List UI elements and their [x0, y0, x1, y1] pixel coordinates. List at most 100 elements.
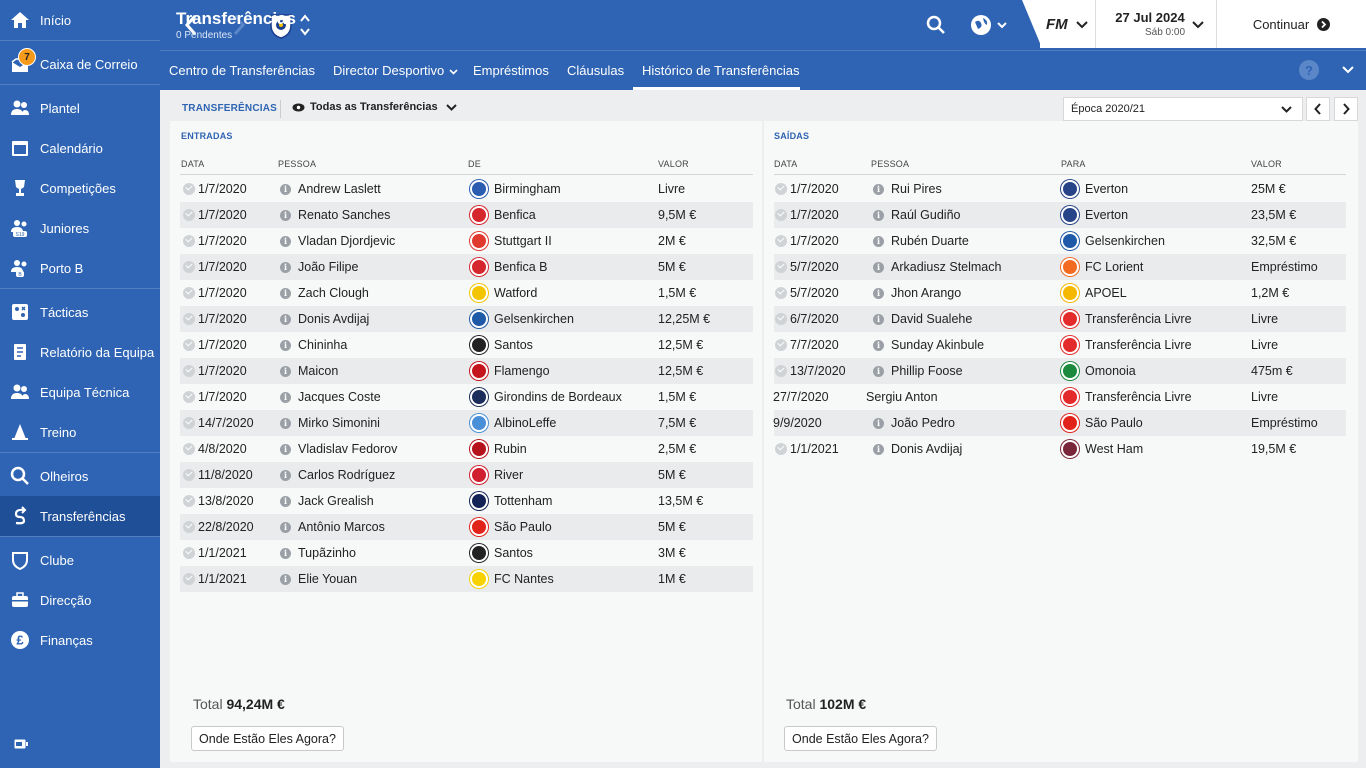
player-name[interactable]: Antônio Marcos — [298, 520, 385, 534]
sidebar-item-staff[interactable]: Equipa Técnica — [0, 372, 160, 412]
table-row[interactable]: 1/7/2020 i Maicon Flamengo 12,5M € — [180, 358, 753, 384]
info-icon[interactable]: i — [280, 287, 291, 299]
info-icon[interactable]: i — [280, 495, 291, 507]
back-arrow-icon[interactable] — [180, 13, 202, 37]
table-row[interactable]: 5/7/2020 i Jhon Arango APOEL 1,2M € — [774, 280, 1346, 306]
player-name[interactable]: Zach Clough — [298, 286, 369, 300]
tab-3[interactable]: Empréstimos — [473, 50, 549, 90]
table-row[interactable]: 1/7/2020 i Jacques Coste Girondins de Borde… — [180, 384, 753, 410]
date-chevron-icon[interactable] — [1190, 17, 1206, 33]
player-name[interactable]: Rubén Duarte — [891, 234, 969, 248]
player-name[interactable]: Jacques Coste — [298, 390, 381, 404]
table-row[interactable]: 1/7/2020 i Zach Clough Watford 1,5M € — [180, 280, 753, 306]
club-name[interactable]: AlbinoLeffe — [494, 416, 557, 430]
next-season-button[interactable] — [1334, 97, 1358, 121]
sidebar-item-finances[interactable]: £ Finanças — [0, 620, 160, 660]
column-header-date[interactable]: DATA — [181, 159, 205, 169]
club-name[interactable]: Gelsenkirchen — [494, 312, 574, 326]
player-name[interactable]: Donis Avdijaj — [891, 442, 963, 456]
table-row[interactable]: 9/9/2020 i João Pedro São Paulo Empréstimo — [773, 410, 1346, 436]
table-row[interactable]: 7/7/2020 i Sunday Akinbule Transferência Li… — [774, 332, 1346, 358]
table-row[interactable]: 1/7/2020 i Donis Avdijaj Gelsenkirchen 12,25… — [180, 306, 753, 332]
battery-icon[interactable] — [14, 736, 28, 749]
table-row[interactable]: 14/7/2020 i Mirko Simonini AlbinoLeffe 7,5M … — [180, 410, 753, 436]
column-header-value[interactable]: VALOR — [658, 159, 689, 169]
sidebar-item-tactics[interactable]: Tácticas — [0, 292, 160, 332]
subnav-menu-chevron-icon[interactable] — [1340, 62, 1356, 78]
info-icon[interactable]: i — [873, 261, 884, 273]
fm-logo[interactable]: FM — [1046, 16, 1068, 33]
info-icon[interactable]: i — [873, 209, 884, 221]
table-row[interactable]: 1/7/2020 i Andrew Laslett Birmingham Livre — [180, 176, 753, 202]
globe-menu-icon[interactable] — [968, 13, 1010, 37]
sidebar-item-club[interactable]: Clube — [0, 540, 160, 580]
table-row[interactable]: 13/8/2020 i Jack Grealish Tottenham 13,5M € — [180, 488, 753, 514]
club-name[interactable]: Everton — [1085, 182, 1129, 196]
sidebar-item-squad[interactable]: Plantel — [0, 88, 160, 128]
table-row[interactable]: 1/7/2020 i Chininha Santos 12,5M € — [180, 332, 753, 358]
player-name[interactable]: David Sualehe — [891, 312, 973, 326]
sidebar-item-youth[interactable]: S19 Juniores — [0, 208, 160, 248]
info-icon[interactable]: i — [280, 183, 291, 195]
table-row[interactable]: 13/7/2020 i Phillip Foose Omonoia 475m € — [774, 358, 1346, 384]
sidebar-item-reserve-team[interactable]: B Porto B — [0, 248, 160, 288]
player-name[interactable]: Renato Sanches — [298, 208, 391, 222]
player-name[interactable]: Elie Youan — [298, 572, 358, 586]
club-name[interactable]: São Paulo — [494, 520, 552, 534]
table-row[interactable]: 1/7/2020 i Renato Sanches Benfica 9,5M € — [180, 202, 753, 228]
club-name[interactable]: Flamengo — [494, 364, 550, 378]
player-name[interactable]: Jack Grealish — [298, 494, 374, 508]
player-name[interactable]: Arkadiusz Stelmach — [891, 260, 1002, 274]
club-name[interactable]: Birmingham — [494, 182, 561, 196]
sidebar-item-training[interactable]: Treino — [0, 412, 160, 452]
club-name[interactable]: West Ham — [1085, 442, 1144, 456]
player-name[interactable]: Sunday Akinbule — [891, 338, 985, 352]
column-header-from[interactable]: DE — [468, 159, 481, 169]
table-row[interactable]: 11/8/2020 i Carlos Rodríguez River 5M € — [180, 462, 753, 488]
continue-button[interactable]: Continuar — [1216, 0, 1366, 48]
season-select[interactable]: Época 2020/21 — [1063, 97, 1303, 121]
table-row[interactable]: 1/7/2020 i João Filipe Benfica B 5M € — [180, 254, 753, 280]
club-crest-icon[interactable] — [268, 11, 294, 39]
where-are-they-now-button[interactable]: Onde Estão Eles Agora? — [191, 726, 344, 751]
info-icon[interactable]: i — [873, 287, 884, 299]
info-icon[interactable]: i — [280, 365, 291, 377]
club-name[interactable]: Everton — [1085, 208, 1129, 222]
club-name[interactable]: APOEL — [1085, 286, 1127, 300]
table-row[interactable]: 1/7/2020 i Rubén Duarte Gelsenkirchen 32,5M … — [774, 228, 1346, 254]
info-icon[interactable]: i — [280, 443, 291, 455]
info-icon[interactable]: i — [280, 313, 291, 325]
tab-2[interactable]: Director Desportivo — [333, 50, 458, 90]
club-name[interactable]: FC Lorient — [1085, 260, 1144, 274]
player-name[interactable]: Phillip Foose — [891, 364, 963, 378]
club-name[interactable]: Rubin — [494, 442, 527, 456]
forward-arrow-icon[interactable] — [228, 13, 250, 37]
player-name[interactable]: João Pedro — [891, 416, 955, 430]
player-name[interactable]: Carlos Rodríguez — [298, 468, 396, 482]
where-are-they-now-button[interactable]: Onde Estão Eles Agora? — [784, 726, 937, 751]
sidebar-item-scouting[interactable]: Olheiros — [0, 456, 160, 496]
info-icon[interactable]: i — [873, 235, 884, 247]
sidebar-item-transfers[interactable]: Transferências — [0, 496, 160, 536]
column-header-date[interactable]: DATA — [774, 159, 798, 169]
table-row[interactable]: 1/1/2021 i Donis Avdijaj West Ham 19,5M € — [774, 436, 1346, 462]
club-name[interactable]: FC Nantes — [494, 572, 554, 586]
player-name[interactable]: João Filipe — [298, 260, 359, 274]
sidebar-item-board[interactable]: Direcção — [0, 580, 160, 620]
club-name[interactable]: Benfica B — [494, 260, 548, 274]
sidebar-item-trophy[interactable]: Competições — [0, 168, 160, 208]
player-name[interactable]: Vladislav Fedorov — [298, 442, 398, 456]
column-header-person[interactable]: PESSOA — [278, 159, 317, 169]
tab-5[interactable]: Histórico de Transferências — [633, 50, 800, 90]
help-icon[interactable]: ? — [1298, 59, 1320, 81]
player-name[interactable]: Donis Avdijaj — [298, 312, 370, 326]
player-name[interactable]: Maicon — [298, 364, 339, 378]
club-name[interactable]: Tottenham — [494, 494, 553, 508]
table-row[interactable]: 1/7/2020 i Vladan Djordjevic Stuttgart II 2M… — [180, 228, 753, 254]
player-name[interactable]: Sergiu Anton — [866, 390, 938, 404]
info-icon[interactable]: i — [280, 209, 291, 221]
info-icon[interactable]: i — [280, 261, 291, 273]
info-icon[interactable]: i — [873, 365, 884, 377]
sidebar-item-report[interactable]: Relatório da Equipa — [0, 332, 160, 372]
club-name[interactable]: Transferência Livre — [1085, 312, 1192, 326]
